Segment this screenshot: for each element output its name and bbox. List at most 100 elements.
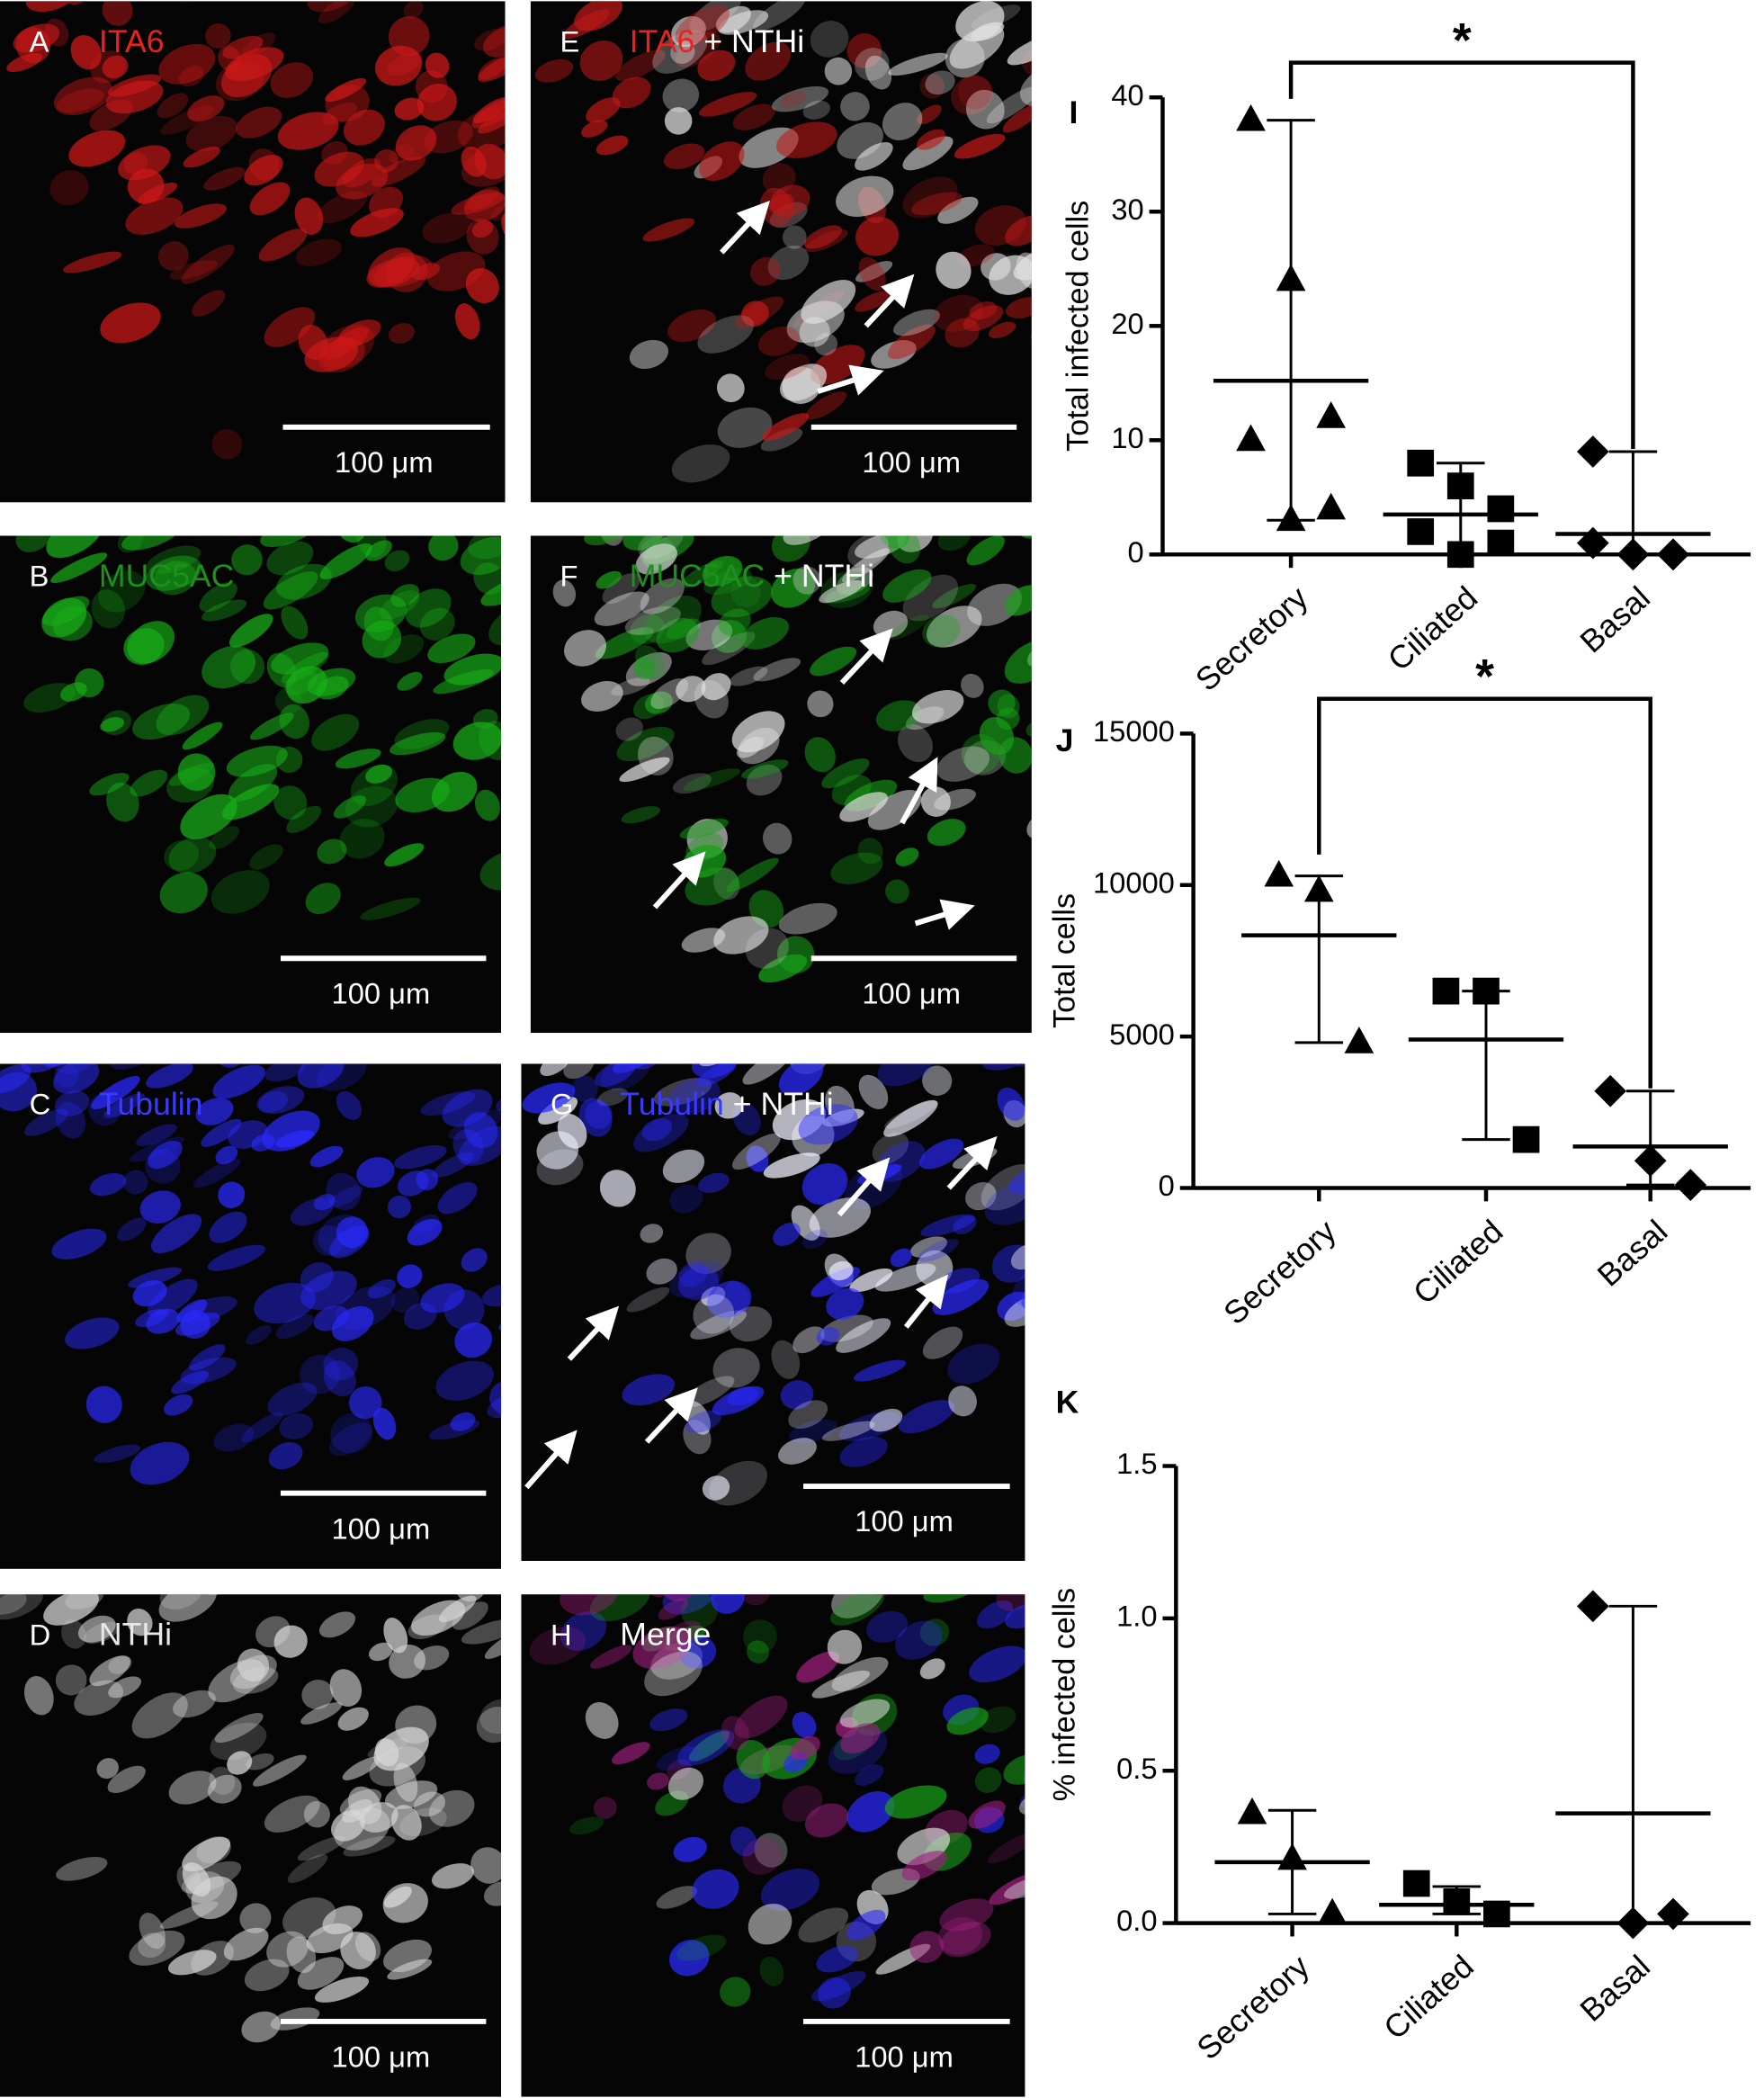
- cell: [867, 790, 922, 830]
- cell: [244, 155, 283, 186]
- cell: [740, 617, 789, 650]
- cell: [108, 1655, 132, 1674]
- cell: [452, 722, 502, 760]
- cell: [254, 1282, 317, 1324]
- cell: [917, 104, 942, 125]
- cell: [465, 267, 499, 304]
- cell: [1056, 8, 1093, 52]
- arrow: [837, 1157, 891, 1217]
- channel-label: Tubulin: [99, 1086, 203, 1122]
- cell: [212, 1064, 265, 1099]
- cell: [949, 24, 1005, 69]
- arrow: [524, 1430, 578, 1490]
- data-point: [1303, 874, 1334, 902]
- cell: [182, 722, 223, 750]
- cell: [413, 1791, 446, 1817]
- cell: [75, 668, 104, 698]
- significance-bracket: [1288, 60, 1635, 450]
- cell: [1082, 1279, 1142, 1314]
- cell: [300, 1270, 357, 1310]
- cell: [662, 78, 700, 113]
- cell: [51, 1228, 107, 1260]
- cell: [714, 1092, 744, 1119]
- cell: [159, 872, 208, 914]
- cell: [822, 1108, 864, 1127]
- cell: [780, 91, 806, 109]
- cell: [275, 746, 303, 774]
- cell: [383, 634, 425, 664]
- cell: [730, 575, 761, 607]
- cell: [53, 1063, 100, 1094]
- cell: [692, 1869, 739, 1909]
- cell: [130, 769, 168, 797]
- arrow: [644, 1387, 698, 1444]
- scale-bar-label: 100 μm: [335, 445, 434, 479]
- cell: [922, 1326, 963, 1359]
- cell: [647, 1772, 669, 1790]
- cell: [405, 588, 452, 628]
- cell: [961, 673, 984, 698]
- cell: [595, 570, 622, 589]
- cell: [887, 324, 936, 360]
- channel-text: Tubulin: [620, 1086, 724, 1122]
- cell: [91, 589, 125, 629]
- cell: [107, 1765, 146, 1794]
- cell: [945, 318, 980, 348]
- cell: [323, 1348, 359, 1381]
- cell: [778, 1438, 817, 1465]
- cell: [675, 31, 721, 67]
- data-point: [1316, 401, 1347, 428]
- arrow: [817, 364, 884, 396]
- cell: [819, 579, 864, 604]
- cell: [1010, 1242, 1025, 1270]
- cell: [581, 120, 608, 138]
- cell: [382, 1883, 428, 1923]
- cell: [178, 66, 204, 87]
- scale-bar-label: 100 μm: [855, 1504, 954, 1538]
- cell: [145, 1148, 181, 1184]
- cell: [256, 1086, 305, 1114]
- cell: [965, 1594, 1025, 1595]
- y-axis-label: Total cells: [1048, 893, 1082, 1028]
- channel-text: MUC5AC: [630, 558, 766, 594]
- cell: [1115, 636, 1177, 682]
- y-tick-label: 1.0: [1116, 1599, 1157, 1632]
- cell: [538, 1097, 578, 1125]
- cell: [70, 34, 102, 70]
- cell: [45, 18, 69, 47]
- cell: [89, 1655, 130, 1687]
- cell: [470, 1847, 502, 1884]
- data-point: [1407, 518, 1435, 545]
- cell: [374, 148, 398, 173]
- cell: [455, 1594, 486, 1602]
- cell: [311, 713, 360, 751]
- cell: [276, 563, 332, 600]
- cell: [816, 1326, 840, 1346]
- cell: [830, 1594, 885, 1626]
- cell: [934, 788, 976, 811]
- cell: [811, 1970, 866, 2002]
- cell: [452, 1601, 488, 1630]
- cell: [201, 599, 247, 622]
- cell: [461, 147, 506, 187]
- cell: [760, 1869, 820, 1911]
- cell: [317, 838, 347, 865]
- cell: [56, 1857, 108, 1881]
- cell: [329, 1422, 372, 1457]
- cell: [49, 170, 89, 206]
- data-point: [1674, 1169, 1707, 1201]
- cell: [480, 578, 502, 606]
- data-point: [1344, 1027, 1374, 1053]
- cell: [730, 1826, 757, 1857]
- cell: [875, 700, 922, 731]
- cell: [585, 1701, 619, 1739]
- cell: [946, 1707, 989, 1735]
- cell: [713, 867, 740, 901]
- channel-text: ITA6: [630, 23, 695, 59]
- cell: [260, 535, 319, 547]
- cell: [471, 220, 494, 238]
- cell: [805, 229, 848, 252]
- cell: [743, 1619, 777, 1654]
- cell: [318, 337, 365, 373]
- cell: [811, 1670, 870, 1699]
